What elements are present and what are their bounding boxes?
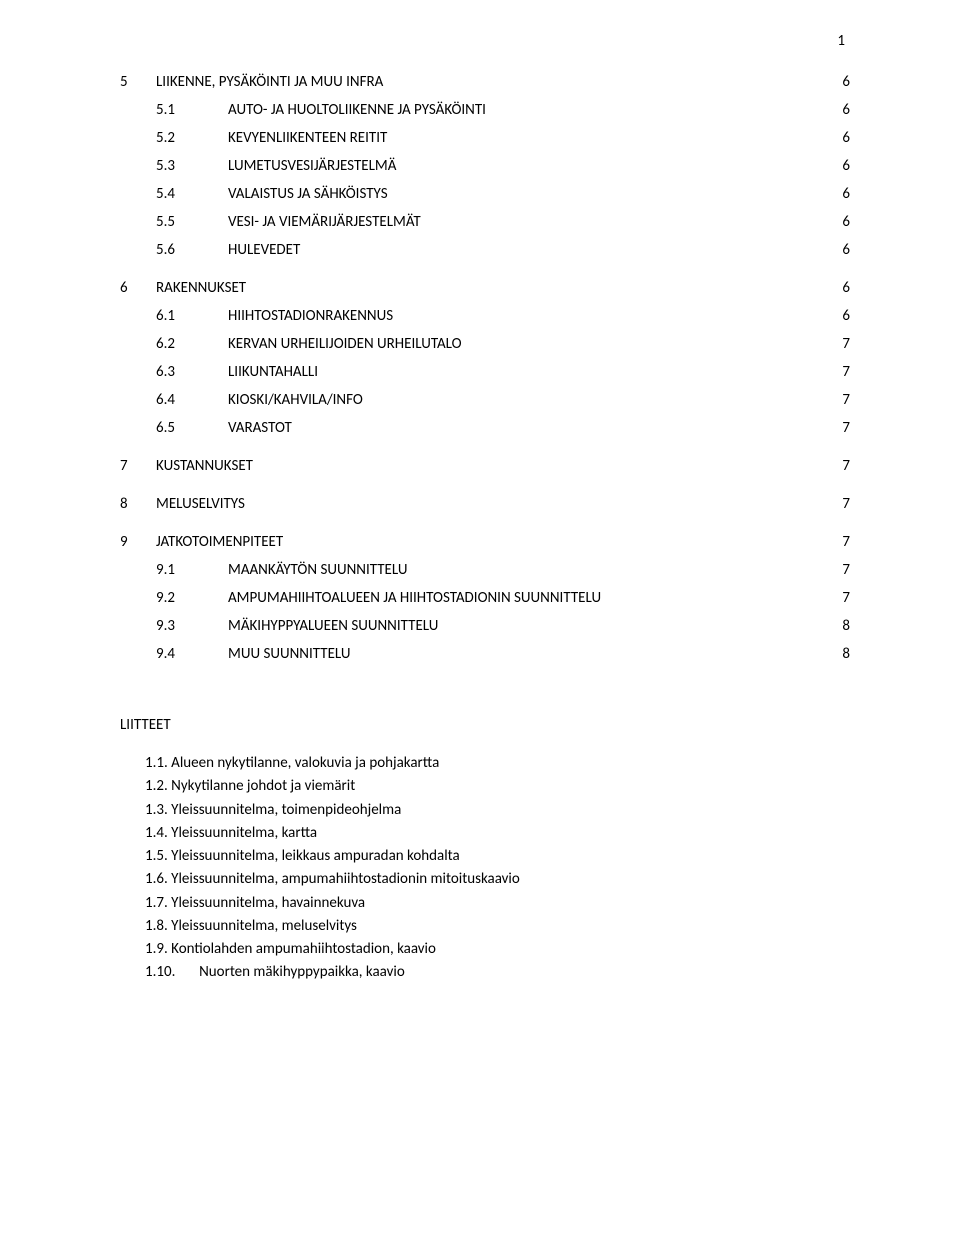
toc-number: 5.1 [120,103,228,118]
toc-title: VARASTOT [228,421,830,436]
toc-number: 5.3 [120,159,228,174]
attachment-item: 1.5. Yleissuunnitelma, leikkaus ampurada… [120,845,850,868]
toc-row: 5.2KEVYENLIIKENTEEN REITIT6 [120,124,850,152]
toc-number: 5.4 [120,187,228,202]
toc-page: 6 [830,281,850,296]
toc-title: MELUSELVITYS [156,497,830,512]
toc-page: 8 [830,619,850,634]
toc-row: 9JATKOTOIMENPITEET7 [120,528,850,556]
toc-row: 5.6HULEVEDET6 [120,236,850,264]
toc-title: KERVAN URHEILIJOIDEN URHEILUTALO [228,337,830,352]
toc-number: 6 [120,281,156,296]
toc-page: 7 [830,337,850,352]
toc-number: 6.3 [120,365,228,380]
toc-title: HIIHTOSTADIONRAKENNUS [228,309,830,324]
toc-page: 6 [830,159,850,174]
attachments-list: 1.1. Alueen nykytilanne, valokuvia ja po… [120,752,850,985]
toc-number: 5.2 [120,131,228,146]
toc-page: 6 [830,103,850,118]
toc-row: 5.4VALAISTUS JA SÄHKÖISTYS6 [120,180,850,208]
attachment-item: 1.2. Nykytilanne johdot ja viemärit [120,775,850,798]
toc-number: 5.5 [120,215,228,230]
toc-row: 6RAKENNUKSET6 [120,274,850,302]
toc-row: 9.1MAANKÄYTÖN SUUNNITTELU7 [120,556,850,584]
toc-title: AUTO- JA HUOLTOLIIKENNE JA PYSÄKÖINTI [228,103,830,118]
toc-number: 6.5 [120,421,228,436]
toc-number: 5 [120,75,156,90]
toc-title: MÄKIHYPPYALUEEN SUUNNITTELU [228,619,830,634]
attachments-heading: LIITTEET [120,716,850,734]
toc-row: 5.1AUTO- JA HUOLTOLIIKENNE JA PYSÄKÖINTI… [120,96,850,124]
toc-page: 7 [830,591,850,606]
toc-page: 8 [830,647,850,662]
toc-page: 6 [830,131,850,146]
toc-title: VALAISTUS JA SÄHKÖISTYS [228,187,830,202]
toc-row: 9.2AMPUMAHIIHTOALUEEN JA HIIHTOSTADIONIN… [120,584,850,612]
toc-page: 6 [830,243,850,258]
toc-row: 5.3LUMETUSVESIJÄRJESTELMÄ6 [120,152,850,180]
attachment-item: 1.6. Yleissuunnitelma, ampumahiihtostadi… [120,868,850,891]
toc-title: MUU SUUNNITTELU [228,647,830,662]
toc-number: 5.6 [120,243,228,258]
toc-number: 9.4 [120,647,228,662]
toc-title: LIIKENNE, PYSÄKÖINTI JA MUU INFRA [156,75,830,90]
table-of-contents: 5LIIKENNE, PYSÄKÖINTI JA MUU INFRA65.1AU… [120,68,850,668]
toc-page: 7 [830,563,850,578]
toc-page: 7 [830,459,850,474]
toc-row: 9.4MUU SUUNNITTELU8 [120,640,850,668]
toc-title: KEVYENLIIKENTEEN REITIT [228,131,830,146]
toc-page: 7 [830,497,850,512]
toc-title: LIIKUNTAHALLI [228,365,830,380]
toc-number: 8 [120,497,156,512]
attachment-item: 1.9. Kontiolahden ampumahiihtostadion, k… [120,938,850,961]
toc-number: 7 [120,459,156,474]
document-page: 1 5LIIKENNE, PYSÄKÖINTI JA MUU INFRA65.1… [0,0,960,1238]
toc-row: 6.2KERVAN URHEILIJOIDEN URHEILUTALO7 [120,330,850,358]
toc-number: 9 [120,535,156,550]
attachment-item: 1.7. Yleissuunnitelma, havainnekuva [120,892,850,915]
toc-title: MAANKÄYTÖN SUUNNITTELU [228,563,830,578]
toc-row: 7KUSTANNUKSET7 [120,452,850,480]
attachment-item: 1.3. Yleissuunnitelma, toimenpideohjelma [120,799,850,822]
attachment-item: 1.10. Nuorten mäkihyppypaikka, kaavio [120,961,850,984]
toc-number: 6.2 [120,337,228,352]
toc-title: HULEVEDET [228,243,830,258]
toc-number: 6.4 [120,393,228,408]
toc-page: 7 [830,421,850,436]
page-number: 1 [837,32,845,50]
toc-title: JATKOTOIMENPITEET [156,535,830,550]
toc-row: 8MELUSELVITYS7 [120,490,850,518]
attachment-item: 1.8. Yleissuunnitelma, meluselvitys [120,915,850,938]
toc-row: 5.5VESI- JA VIEMÄRIJÄRJESTELMÄT6 [120,208,850,236]
attachment-item: 1.4. Yleissuunnitelma, kartta [120,822,850,845]
toc-page: 6 [830,309,850,324]
toc-row: 9.3MÄKIHYPPYALUEEN SUUNNITTELU8 [120,612,850,640]
toc-row: 6.1HIIHTOSTADIONRAKENNUS6 [120,302,850,330]
toc-number: 9.1 [120,563,228,578]
toc-row: 6.3LIIKUNTAHALLI7 [120,358,850,386]
toc-page: 7 [830,393,850,408]
toc-page: 6 [830,75,850,90]
toc-number: 9.3 [120,619,228,634]
toc-number: 9.2 [120,591,228,606]
attachment-item: 1.1. Alueen nykytilanne, valokuvia ja po… [120,752,850,775]
toc-title: RAKENNUKSET [156,281,830,296]
toc-page: 6 [830,215,850,230]
toc-number: 6.1 [120,309,228,324]
toc-row: 5LIIKENNE, PYSÄKÖINTI JA MUU INFRA6 [120,68,850,96]
toc-page: 7 [830,365,850,380]
toc-title: KUSTANNUKSET [156,459,830,474]
toc-title: VESI- JA VIEMÄRIJÄRJESTELMÄT [228,215,830,230]
toc-page: 6 [830,187,850,202]
toc-page: 7 [830,535,850,550]
toc-row: 6.4KIOSKI/KAHVILA/INFO7 [120,386,850,414]
toc-title: KIOSKI/KAHVILA/INFO [228,393,830,408]
toc-row: 6.5VARASTOT7 [120,414,850,442]
toc-title: LUMETUSVESIJÄRJESTELMÄ [228,159,830,174]
toc-title: AMPUMAHIIHTOALUEEN JA HIIHTOSTADIONIN SU… [228,591,830,606]
